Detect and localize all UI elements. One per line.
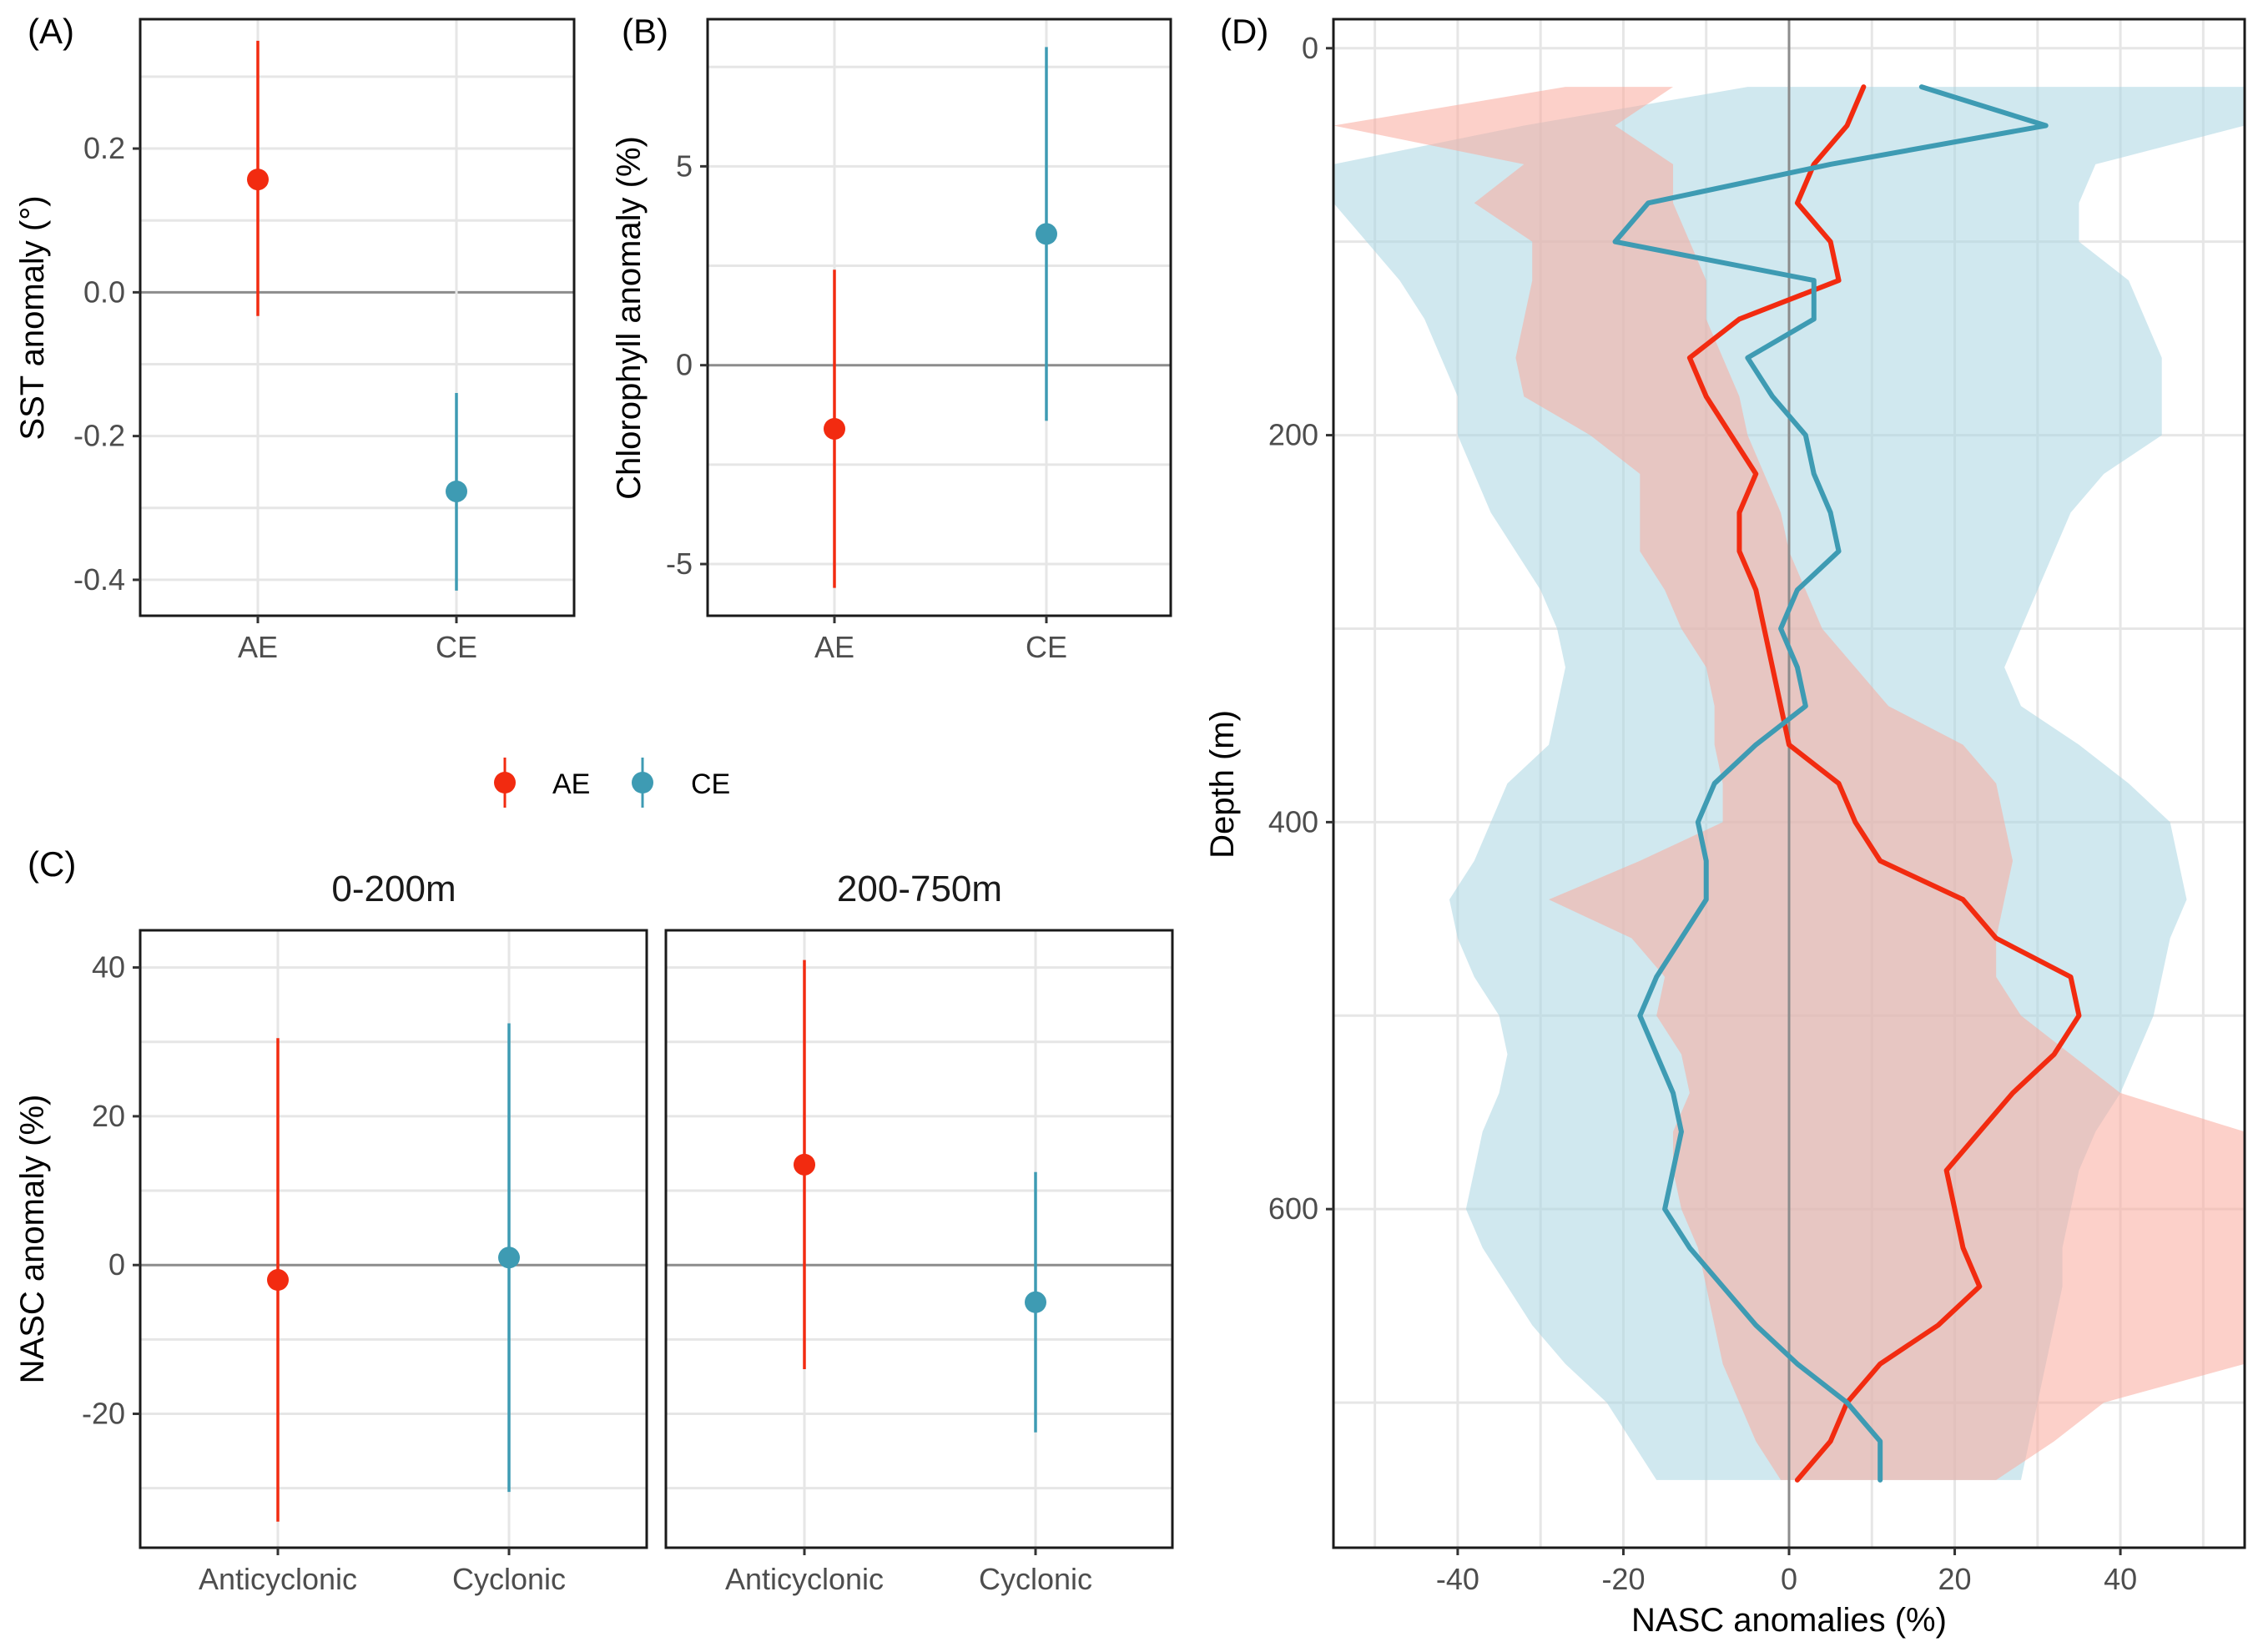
panel-d-y-ticks: 0 200 400 600 <box>1268 31 1333 1226</box>
panel-c-x-ticks: Anticyclonic Cyclonic Anticyclonic Cyclonic <box>199 1548 1092 1596</box>
legend: AE CE <box>494 758 730 808</box>
panel-a-y-ticks: -0.4 -0.2 0.0 0.2 <box>73 131 140 597</box>
c-f0-point-cyclonic <box>498 1247 520 1269</box>
a-point-ce <box>446 480 467 502</box>
c-f0-x-tick-label-0: Anticyclonic <box>199 1562 357 1596</box>
b-point-ae <box>824 417 845 440</box>
panel-d-x-tick-label-2: 0 <box>1781 1562 1797 1596</box>
c-y-tick-label-0: -20 <box>82 1397 125 1431</box>
b-y-tick-label-0: -5 <box>666 546 693 581</box>
panel-b-y-ticks: -5 0 5 <box>666 149 708 581</box>
legend-key-ae <box>494 758 516 808</box>
panel-a-tag: (A) <box>28 12 74 51</box>
panel-d-y-label: Depth (m) <box>1204 710 1241 859</box>
c-y-tick-label-3: 40 <box>92 950 125 985</box>
a-y-tick-label-2: 0.0 <box>83 274 125 309</box>
c-f0-x-tick-label-1: Cyclonic <box>452 1562 566 1596</box>
panel-b-x-ticks: AE CE <box>814 616 1067 664</box>
c-f0-point-anticyclonic <box>267 1269 289 1292</box>
panel-d-line-ae <box>1686 84 2082 1483</box>
panel-d-y-tick-label-3: 600 <box>1268 1191 1318 1226</box>
legend-key-ce-point <box>632 772 653 793</box>
panel-d-y-tick-label-2: 400 <box>1268 804 1318 839</box>
panel-b-y-label: Chlorophyll anomaly (%) <box>611 136 648 500</box>
panel-d-line-ce <box>1612 84 2049 1483</box>
legend-key-ae-point <box>494 772 516 793</box>
c-y-tick-label-1: 0 <box>108 1247 125 1282</box>
legend-label-ce: CE <box>691 768 730 800</box>
panel-d-tag: (D) <box>1220 12 1268 51</box>
a-y-tick-label-0: -0.4 <box>73 562 125 597</box>
panel-a-x-ticks: AE CE <box>238 616 477 664</box>
panel-c-y-label: NASC anomaly (%) <box>14 1095 51 1384</box>
a-x-tick-label-0: AE <box>238 630 278 664</box>
panel-d-x-tick-label-0: -40 <box>1436 1562 1479 1596</box>
c-f1-x-tick-label-1: Cyclonic <box>979 1562 1092 1596</box>
panel-d-x-tick-label-1: -20 <box>1601 1562 1645 1596</box>
panel-d-y-tick-label-0: 0 <box>1302 31 1318 65</box>
c-f1-x-tick-label-0: Anticyclonic <box>725 1562 884 1596</box>
panel-c: (C) 0-200m 200-750m -20 0 20 40 Anticycloni… <box>14 844 1174 1596</box>
panel-c-facet-1-border <box>139 929 648 1549</box>
panel-c-grid <box>140 930 1172 1548</box>
panel-c-y-ticks: -20 0 20 40 <box>82 950 140 1431</box>
panel-c-marks <box>267 959 1046 1522</box>
panel-b-marks <box>824 47 1057 588</box>
panel-a-grid <box>140 19 574 616</box>
panel-c-facet-title-2: 200-750m <box>837 869 1002 909</box>
panel-b-grid <box>708 19 1171 616</box>
b-point-ce <box>1036 223 1057 245</box>
panel-b: (B) -5 0 5 AE CE Chlorophyll anomaly (%) <box>611 12 1172 664</box>
legend-key-ce <box>632 758 653 808</box>
b-x-tick-label-1: CE <box>1026 630 1067 664</box>
c-f1-point-cyclonic <box>1025 1291 1046 1313</box>
b-y-tick-label-2: 5 <box>676 149 693 183</box>
panel-d-x-label: NASC anomalies (%) <box>1631 1602 1947 1639</box>
panel-b-tag: (B) <box>622 12 668 51</box>
panel-a-y-label: SST anomaly (°) <box>14 195 51 440</box>
panel-d-marks <box>1333 19 2245 1548</box>
panel-b-border <box>706 18 1172 617</box>
panel-d-x-tick-label-3: 20 <box>1938 1562 1972 1596</box>
panel-d: (D) 0 200 400 600 -40 -20 0 20 40 Depth (m) NAS… <box>1204 12 2246 1639</box>
c-y-tick-label-2: 20 <box>92 1099 125 1133</box>
panel-d-y-tick-label-1: 200 <box>1268 418 1318 452</box>
panel-a-border <box>139 18 576 617</box>
a-x-tick-label-1: CE <box>436 630 477 664</box>
panel-c-facet-title-1: 0-200m <box>331 869 456 909</box>
a-y-tick-label-1: -0.2 <box>73 419 125 453</box>
legend-label-ae: AE <box>552 768 590 800</box>
a-point-ae <box>247 169 269 191</box>
a-y-tick-label-3: 0.2 <box>83 131 125 165</box>
panel-d-x-ticks: -40 -20 0 20 40 <box>1436 1548 2137 1596</box>
panel-a-marks <box>247 40 467 591</box>
panel-c-tag: (C) <box>28 844 76 884</box>
panel-c-facet-2-border <box>664 929 1174 1549</box>
b-y-tick-label-1: 0 <box>676 348 693 382</box>
c-f1-point-anticyclonic <box>794 1153 815 1176</box>
panel-d-x-tick-label-4: 40 <box>2104 1562 2137 1596</box>
panel-a: (A) -0.4 -0.2 0.0 0.2 AE CE SST anomaly (°) <box>14 12 576 664</box>
b-x-tick-label-0: AE <box>814 630 854 664</box>
